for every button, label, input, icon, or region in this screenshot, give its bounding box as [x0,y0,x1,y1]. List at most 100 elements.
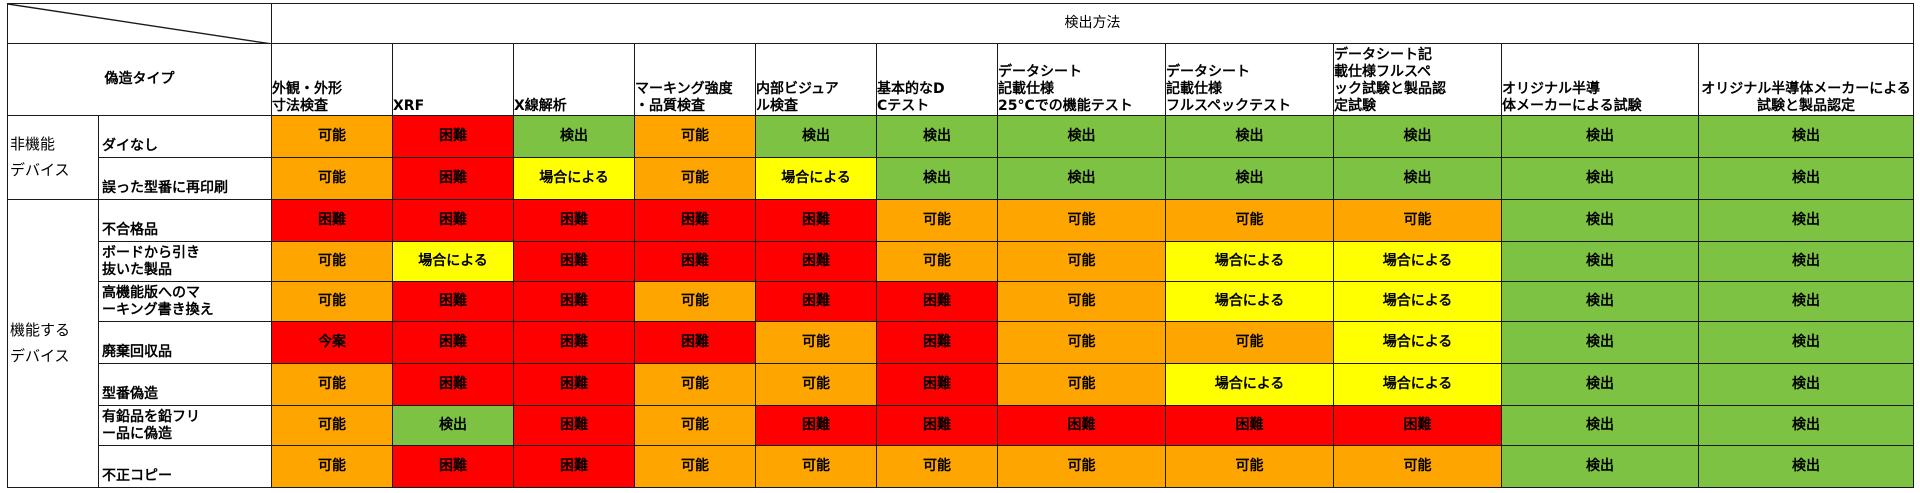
status-cell: 場合による [1333,281,1502,322]
status-cell: 困難 [392,281,514,322]
status-cell: 場合による [1333,363,1502,406]
status-cell: 可能 [1333,199,1502,242]
status-cell: 場合による [1333,321,1502,364]
table-row: 型番偽造 可能 困難 困難 可能 可能 困難 可能 場合による 場合による 検出 検出 [8,363,1914,406]
status-cell: 検出 [876,157,998,200]
status-cell: 困難 [513,363,635,406]
status-cell: 検出 [392,405,514,446]
status-cell: 検出 [1333,157,1502,200]
status-cell: 場合による [513,157,635,200]
forgery-type-label: ボードから引き 抜いた製品 [98,241,272,282]
status-cell: 困難 [392,199,514,242]
status-cell: 検出 [1501,157,1699,200]
status-cell: 検出 [1501,241,1699,282]
forgery-type-label: 型番偽造 [98,363,272,406]
status-cell: 困難 [755,405,877,446]
table-row: 有鉛品を鉛フリ ー品に偽造 可能 検出 困難 可能 困難 困難 困難 困難 困難 検出 検出 [8,405,1914,446]
status-cell: 検出 [755,115,877,158]
status-cell: 困難 [392,363,514,406]
column-header: マーキング強度 ・品質検査 [634,43,756,116]
status-cell: 検出 [1165,157,1334,200]
status-cell: 場合による [392,241,514,282]
status-cell: 可能 [634,405,756,446]
status-cell: 可能 [271,241,393,282]
status-cell: 困難 [634,241,756,282]
status-cell: 検出 [1501,115,1699,158]
status-cell: 可能 [634,281,756,322]
forgery-type-label: ダイなし [98,115,272,158]
status-cell: 可能 [876,241,998,282]
status-cell: 可能 [634,445,756,488]
forgery-type-label: 不合格品 [98,199,272,242]
status-cell: 場合による [1165,241,1334,282]
corner-cell [7,3,272,44]
status-cell: 可能 [755,321,877,364]
status-cell: 検出 [1333,115,1502,158]
status-cell: 困難 [513,241,635,282]
status-cell: 可能 [1165,445,1334,488]
status-cell: 困難 [876,363,998,406]
status-cell: 困難 [392,115,514,158]
status-cell: 検出 [1698,115,1914,158]
status-cell: 可能 [876,445,998,488]
status-cell: 困難 [513,281,635,322]
status-cell: 可能 [634,363,756,406]
status-cell: 検出 [997,157,1166,200]
detection-matrix-table: 検出方法 偽造タイプ 外観・外形 寸法検査 XRF X線解析 マーキング強度 ・品質検査内… [7,3,1914,488]
status-cell: 検出 [1698,363,1914,406]
status-cell: 困難 [997,405,1166,446]
status-cell: 可能 [1333,445,1502,488]
table-row: 非機能 デバイス ダイなし 可能 困難 検出 可能 検出 検出 検出 検出 検出 検出 検出 [7,115,1914,200]
status-cell: 検出 [997,115,1166,158]
corner-diagonal-line [8,4,267,43]
status-cell: 困難 [755,199,877,242]
status-cell: 可能 [997,363,1166,406]
status-cell: 困難 [755,241,877,282]
status-cell: 困難 [513,445,635,488]
status-cell: 困難 [755,281,877,322]
status-cell: 困難 [513,199,635,242]
status-cell: 可能 [755,363,877,406]
status-cell: 可能 [997,445,1166,488]
status-cell: 検出 [513,115,635,158]
status-cell: 場合による [1333,241,1502,282]
forgery-type-label: 高機能版へのマ ーキング書き換え [98,281,272,322]
status-cell: 可能 [634,157,756,200]
status-cell: 検出 [1501,199,1699,242]
status-cell: 場合による [1165,281,1334,322]
status-cell: 検出 [1165,115,1334,158]
column-header: XRF [392,43,514,116]
status-cell: 困難 [876,405,998,446]
table-row: 誤った型番に再印刷 可能 困難 場合による 可能 場合による 検出 検出 検出 検出 検出 検出 [8,157,1914,200]
status-cell: 困難 [392,445,514,488]
table-row: 高機能版へのマ ーキング書き換え 可能 困難 困難 可能 困難 困難 可能 場合による 場合による検… [8,281,1914,322]
status-cell: 検出 [1501,281,1699,322]
table-row: 機能する デバイス 不合格品 困難 困難 困難 困難 困難 可能 可能 可能 可能 検出 検出 [7,199,1914,488]
forgery-type-label: 廃棄回収品 [98,321,272,364]
status-cell: 検出 [1501,363,1699,406]
forgery-type-label: 不正コピー [98,445,272,488]
status-cell: 困難 [1165,405,1334,446]
status-cell: 検出 [1698,405,1914,446]
status-cell: 困難 [876,321,998,364]
status-cell: 検出 [1501,321,1699,364]
status-cell: 可能 [271,405,393,446]
column-header: オリジナル半導体メーカーによる試験と製品認定 [1698,43,1914,116]
column-header: X線解析 [513,43,635,116]
status-cell: 検出 [1698,157,1914,200]
forgery-type-label: 誤った型番に再印刷 [98,157,272,200]
status-cell: 困難 [634,321,756,364]
status-cell: 検出 [876,115,998,158]
status-cell: 困難 [513,321,635,364]
status-cell: 困難 [271,199,393,242]
status-cell: 困難 [634,199,756,242]
status-cell: 可能 [997,321,1166,364]
column-header: 外観・外形 寸法検査 [271,43,393,116]
status-cell: 可能 [271,115,393,158]
method-header: 検出方法 [271,3,1914,44]
status-cell: 可能 [1165,199,1334,242]
status-cell: 可能 [755,445,877,488]
column-header: 内部ビジュア ル検査 [755,43,877,116]
status-cell: 可能 [997,241,1166,282]
status-cell: 可能 [271,445,393,488]
